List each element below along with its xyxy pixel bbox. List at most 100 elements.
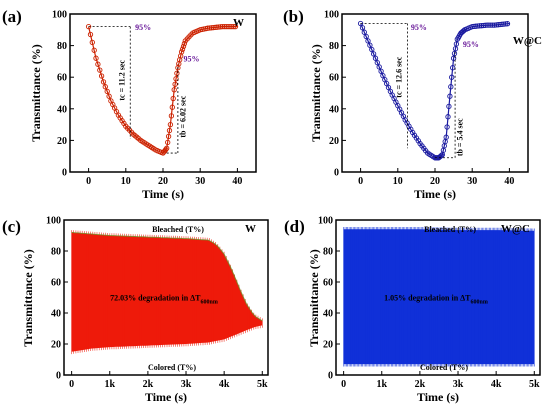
- data-point-a: [180, 43, 187, 50]
- annotation-tb-b: tb = 5.4 sec: [456, 118, 465, 156]
- annotation-95-b: 95%: [411, 23, 427, 32]
- data-point-a: [169, 104, 175, 110]
- x-tick-label-a: 40: [232, 176, 242, 187]
- data-point-b: [461, 27, 467, 34]
- data-point-a: [219, 23, 226, 30]
- y-tick-label-b: 20: [329, 136, 339, 147]
- plot-area-b: 0 10 20 30 40 0 20 40 60 80 100 95% 95% tc = 12.6 sec…: [324, 10, 514, 188]
- data-point-b: [444, 124, 450, 130]
- x-tick-label-c: 5k: [257, 379, 268, 390]
- y-tick-label-b: 80: [329, 41, 339, 52]
- data-point-a: [214, 24, 220, 30]
- x-tick-label-b: 30: [467, 176, 477, 187]
- annotation-bleached-d: Bleached (T%): [424, 225, 476, 234]
- annotation-tc-b: tc = 12.6 sec: [395, 56, 404, 97]
- y-axis-title-b: Transmittance (%): [309, 44, 323, 141]
- data-point-a: [204, 25, 211, 31]
- data-point-a: [174, 70, 180, 76]
- data-point-b: [372, 55, 379, 61]
- annotation-95-a: 95%: [183, 54, 199, 63]
- x-tick-label-c: 3k: [181, 379, 192, 390]
- x-axis-title-b: Time (s): [414, 187, 456, 201]
- data-point-b: [453, 41, 460, 47]
- data-point-a: [229, 23, 235, 30]
- x-tick-label-d: 3k: [453, 379, 464, 390]
- data-point-b: [359, 25, 366, 31]
- data-point-a: [164, 145, 170, 151]
- panel-b: (b) 0 10 20 30 40 0 20 40 60 80 100 95% 95% tc = 12.6…: [283, 7, 542, 201]
- annotation-colored-c: Colored (T%): [148, 363, 196, 372]
- x-axis-title-c: Time (s): [145, 390, 187, 404]
- y-tick-label-a: 60: [57, 73, 67, 84]
- plot-area-d: 0 1k 2k 3k 4k 5k 0 20 40 60 80 100 Bleached (T%) Colo…: [318, 216, 540, 391]
- y-tick-label-a: 20: [57, 136, 67, 147]
- x-tick-label-a: 0: [86, 176, 91, 187]
- y-tick-label-c: 0: [56, 371, 61, 382]
- y-tick-label-d: 40: [323, 309, 333, 320]
- x-axis-title-a: Time (s): [142, 187, 184, 201]
- data-point-b: [473, 23, 479, 29]
- y-tick-label-c: 40: [51, 309, 61, 320]
- data-point-b: [374, 59, 380, 66]
- panel-label-d: (d): [284, 217, 305, 236]
- data-point-b: [367, 42, 373, 48]
- y-tick-label-c: 100: [46, 216, 61, 227]
- panel-a: (a) 0 10 20 30 40 0 20 40 60 80 100 95% 95% tc = 11.2…: [2, 7, 257, 201]
- plot-area-c: 0 1k 2k 3k 4k 5k 0 20 40 60 80 100 Bleached (T%) Colo…: [46, 216, 268, 391]
- data-point-a: [170, 95, 176, 102]
- data-point-b: [447, 93, 453, 99]
- data-point-a: [163, 146, 169, 153]
- data-point-a: [87, 31, 94, 38]
- data-point-a: [171, 87, 177, 93]
- data-point-a: [102, 84, 108, 90]
- data-point-b: [495, 22, 501, 28]
- data-point-a: [178, 49, 185, 55]
- panel-label-c: (c): [2, 217, 21, 236]
- data-point-a: [165, 139, 171, 146]
- y-tick-label-a: 40: [57, 104, 67, 115]
- y-tick-label-a: 0: [62, 168, 67, 179]
- data-point-b: [497, 21, 503, 28]
- x-tick-label-c: 2k: [143, 379, 154, 390]
- data-point-a: [225, 23, 231, 30]
- y-tick-label-d: 80: [323, 247, 333, 258]
- y-tick-label-a: 100: [52, 10, 67, 21]
- corner-label-b: W@C: [513, 35, 542, 47]
- data-point-b: [443, 134, 449, 140]
- data-point-b: [484, 22, 490, 28]
- data-point-b: [504, 21, 511, 27]
- data-point-a: [89, 39, 95, 46]
- x-tick-label-a: 10: [121, 176, 131, 187]
- data-point-b: [482, 22, 488, 28]
- data-point-b: [357, 20, 364, 27]
- x-tick-label-d: 0: [341, 379, 346, 390]
- y-tick-label-d: 0: [328, 371, 333, 382]
- data-point-a: [212, 24, 218, 31]
- plot-frame-b: [341, 13, 529, 173]
- x-tick-label-d: 4k: [491, 379, 502, 390]
- data-point-b: [480, 22, 487, 29]
- annotation-tb-a: tb = 6.02 sec: [178, 95, 187, 137]
- data-point-a: [227, 23, 233, 30]
- y-axis-title-a: Transmittance (%): [29, 44, 43, 141]
- data-point-b: [486, 22, 492, 28]
- panel-d: (d) 0 1k 2k 3k 4k 5k 0 20 40 60 80 100 Bleached (T%)…: [284, 216, 541, 404]
- data-point-a: [165, 133, 172, 140]
- data-point-a: [168, 113, 175, 119]
- plot-frame-c: [63, 219, 269, 376]
- data-point-b: [369, 46, 375, 53]
- y-tick-label-d: 100: [318, 216, 333, 227]
- data-point-b: [475, 23, 481, 29]
- x-tick-label-b: 0: [358, 176, 363, 187]
- x-tick-label-c: 1k: [104, 379, 115, 390]
- panel-label-a: (a): [2, 7, 22, 26]
- y-tick-label-b: 60: [329, 73, 339, 84]
- data-point-b: [493, 22, 500, 28]
- series-line-b: [360, 22, 510, 159]
- data-point-b: [452, 46, 459, 52]
- data-point-b: [471, 23, 477, 30]
- y-axis-title-c: Transmittance (%): [21, 249, 35, 346]
- data-point-b: [449, 74, 455, 80]
- x-tick-label-d: 5k: [529, 379, 540, 390]
- y-tick-label-b: 100: [324, 10, 339, 21]
